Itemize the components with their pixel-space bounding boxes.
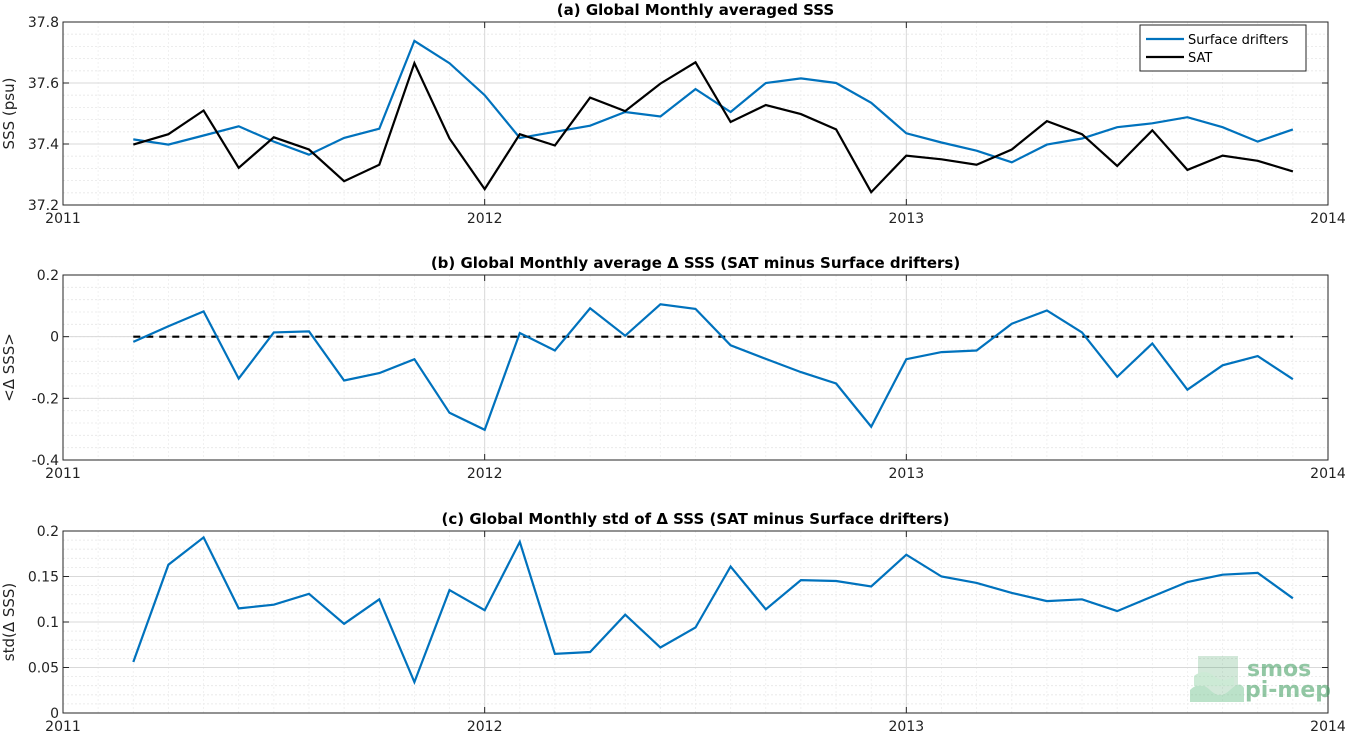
y-axis-label: std(Δ SSS)	[0, 583, 18, 662]
y-tick-label: 37.8	[28, 15, 59, 31]
logo-line1: smos	[1247, 657, 1311, 682]
y-tick-label: 37.2	[28, 198, 59, 214]
y-tick-label: 37.4	[28, 137, 59, 153]
x-tick-label: 2014	[1310, 719, 1346, 735]
y-tick-label: 0	[50, 330, 59, 346]
y-tick-label: 0.1	[37, 615, 59, 631]
series-line-delta-sss	[132, 535, 1294, 686]
axes-box	[62, 274, 1329, 461]
logo-line2: pi-mep	[1245, 678, 1331, 703]
logo-wave-icon	[1190, 656, 1244, 702]
x-tick-label: 2014	[1310, 211, 1346, 227]
panel-a: 37.2 37.4 37.6 37.8 2011 2012 2013 2014 (a) Glob…	[0, 1, 1346, 227]
legend: Surface drifters SAT	[1139, 24, 1307, 72]
axes-box	[62, 21, 1329, 206]
y-tick-label: 0.15	[28, 570, 59, 586]
x-tick-label: 2013	[889, 211, 925, 227]
y-tick-label: 0.05	[28, 661, 59, 677]
y-tick-label: 37.6	[28, 76, 59, 92]
chart-title: (c) Global Monthly std of Δ SSS (SAT min…	[442, 510, 950, 528]
y-tick-label: 0.2	[37, 268, 59, 284]
x-tick-label: 2011	[45, 466, 81, 482]
y-axis-label: <Δ SSS>	[0, 333, 18, 402]
y-tick-label: -0.2	[32, 391, 59, 407]
x-tick-label: 2014	[1310, 466, 1346, 482]
legend-label: Surface drifters	[1188, 33, 1289, 48]
x-tick-label: 2012	[467, 719, 503, 735]
series-line-surface-drifters	[133, 39, 1294, 164]
y-tick-label: -0.4	[32, 453, 59, 469]
x-tick-label: 2013	[889, 719, 925, 735]
x-tick-label: 2011	[45, 211, 81, 227]
chart-title: (a) Global Monthly averaged SSS	[557, 1, 834, 19]
smos-pimep-logo: smos pi-mep	[1190, 656, 1331, 703]
x-tick-label: 2011	[45, 719, 81, 735]
y-axis-label: SSS (psu)	[0, 78, 18, 150]
x-tick-label: 2012	[467, 466, 503, 482]
x-tick-label: 2012	[467, 211, 503, 227]
series-line-delta-sss	[132, 303, 1294, 432]
x-tick-label: 2013	[889, 466, 925, 482]
series-line-sat	[132, 60, 1294, 195]
panel-b: -0.4 -0.2 0 0.2 2011 2012 2013 2014 (b) Global M…	[0, 254, 1346, 482]
legend-box	[1139, 24, 1307, 72]
y-tick-label: 0	[50, 706, 59, 722]
legend-label: SAT	[1188, 51, 1212, 66]
chart-title: (b) Global Monthly average Δ SSS (SAT mi…	[431, 254, 960, 272]
y-tick-label: 0.2	[37, 524, 59, 540]
panel-c: 0 0.05 0.1 0.15 0.2 2011 2012 2013 2014 (c) Globa…	[0, 510, 1346, 735]
